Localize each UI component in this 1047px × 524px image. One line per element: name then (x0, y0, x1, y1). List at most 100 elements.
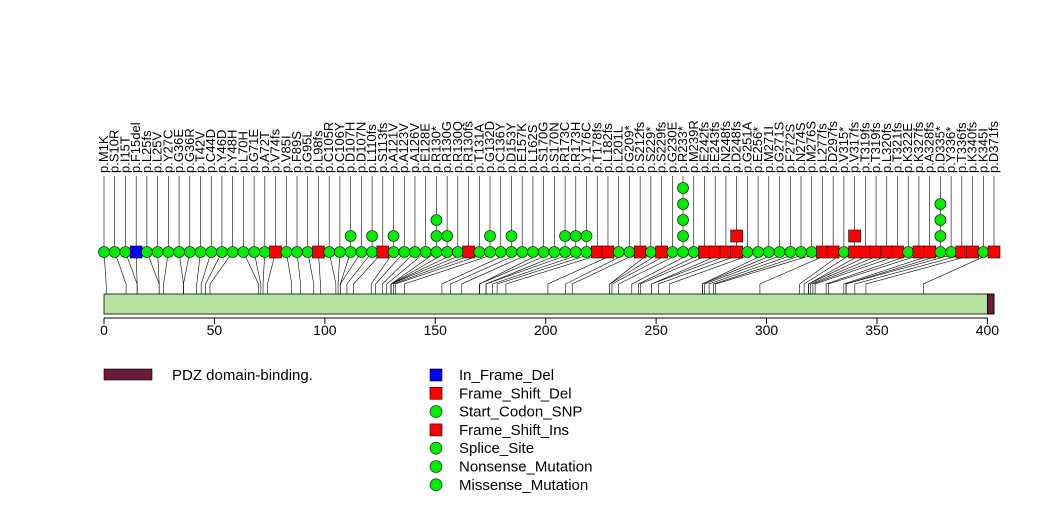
legend-square (429, 423, 443, 437)
stem-line (318, 176, 321, 294)
marker-circle (366, 246, 378, 258)
marker-circle (419, 246, 432, 258)
mutation-label: p.D335* (932, 126, 947, 173)
marker-square (859, 245, 872, 259)
marker-square (869, 245, 883, 259)
protein-track (103, 293, 995, 315)
marker-square (601, 245, 615, 259)
marker-circle (838, 246, 850, 258)
stem-line (611, 176, 673, 294)
legend-circle (429, 441, 443, 455)
mutation-label: p.V315* (836, 127, 851, 173)
stem-line (441, 176, 512, 294)
stem-line (253, 176, 262, 294)
axis-tick-label: 0 (100, 322, 108, 338)
stem-line (205, 176, 223, 294)
legend-circle (429, 460, 443, 473)
mutation-label: p.A123V (396, 123, 411, 173)
marker-circle (441, 230, 453, 242)
marker-square (730, 245, 743, 259)
marker-circle (934, 214, 947, 226)
marker-circle (752, 246, 764, 258)
stem-line (183, 176, 191, 294)
mutation-label: p.T321fs (889, 122, 904, 173)
marker-circle (473, 246, 486, 258)
marker-circle (344, 246, 357, 258)
protein-bar (103, 293, 995, 315)
axis-tick-label: 300 (755, 322, 779, 338)
stem-line (209, 176, 233, 294)
legend-mutation-label: Missense_Mutation (459, 477, 588, 494)
stem-line (307, 176, 315, 294)
marker-square (462, 245, 475, 259)
mutation-label: p.K322E (900, 123, 915, 173)
mutation-label: p.E243fs (707, 121, 722, 173)
stem-line (865, 176, 984, 294)
marker-circle (398, 246, 411, 258)
marker-square (816, 245, 829, 259)
marker-circle (505, 230, 518, 242)
marker-circle (366, 230, 378, 242)
marker-circle (687, 246, 700, 258)
stem-line (340, 176, 362, 294)
marker-circle (677, 198, 689, 210)
axis-tick-label: 150 (424, 322, 448, 338)
mutation-label: p.K340fs (965, 121, 980, 173)
marker-square (633, 245, 647, 259)
stem-line (492, 176, 587, 294)
marker-circle (194, 246, 207, 258)
mutation-label: p.D107H (343, 122, 358, 173)
marker-circle (934, 230, 947, 242)
stem-line (638, 176, 705, 294)
axis-tick-label: 350 (865, 322, 889, 338)
marker-circle (677, 246, 689, 258)
stem-line (196, 176, 201, 294)
legend-mutation-label: Frame_Shift_Del (459, 385, 572, 402)
mutation-label: p.L110fs (364, 124, 379, 173)
marker-circle (741, 246, 754, 258)
marker-circle (387, 230, 400, 242)
mutation-label: p.G271S (772, 121, 787, 173)
stem-line (618, 176, 684, 294)
mutation-label: p.R130G (439, 121, 454, 173)
axis-tick-label: 100 (313, 322, 337, 338)
mutation-label: p.S113fs (375, 122, 390, 173)
marker-circle (677, 230, 689, 242)
marker-circle (666, 246, 679, 258)
stem-line (353, 176, 384, 294)
marker-circle (570, 230, 582, 242)
stem-line (390, 176, 469, 294)
stem-line (812, 176, 898, 294)
stem-line (708, 176, 802, 294)
stem-line (267, 176, 276, 294)
stem-line (200, 176, 212, 294)
mutation-label: p.Y48H (225, 130, 240, 173)
legend-domain-swatch (103, 368, 153, 381)
stem-line (854, 176, 973, 294)
mutation-label: p.L25V (150, 131, 165, 173)
marker-circle (387, 246, 400, 258)
mutation-label: p.G36R (182, 128, 197, 173)
stem-line (828, 176, 930, 294)
stem-line (296, 176, 301, 294)
stem-line (505, 176, 609, 294)
marker-square (730, 229, 743, 243)
marker-circle (323, 246, 335, 258)
mutation-markers (98, 182, 1001, 259)
axis-tick-label: 250 (644, 322, 668, 338)
mutation-label: p.E242fs (696, 121, 711, 173)
legend: PDZ domain-binding. In_Frame_DelFrame_Shi… (103, 367, 592, 494)
mutation-label: p.M271I (761, 126, 776, 173)
mutation-label: p.L320fs (879, 123, 894, 173)
marker-square (891, 245, 904, 259)
mutation-label: p.G251A (739, 121, 754, 173)
mutation-label: p.R130Q (450, 121, 465, 173)
mutation-label: p.C106Y (332, 122, 347, 173)
marker-circle (516, 246, 528, 258)
mutation-label: p.N248fs (718, 120, 733, 173)
mutation-label: p.A121V (386, 123, 401, 173)
domain-block (986, 293, 995, 315)
mutation-label: p.C136Y (493, 122, 508, 173)
marker-circle (784, 246, 797, 258)
stem-line (328, 176, 337, 294)
